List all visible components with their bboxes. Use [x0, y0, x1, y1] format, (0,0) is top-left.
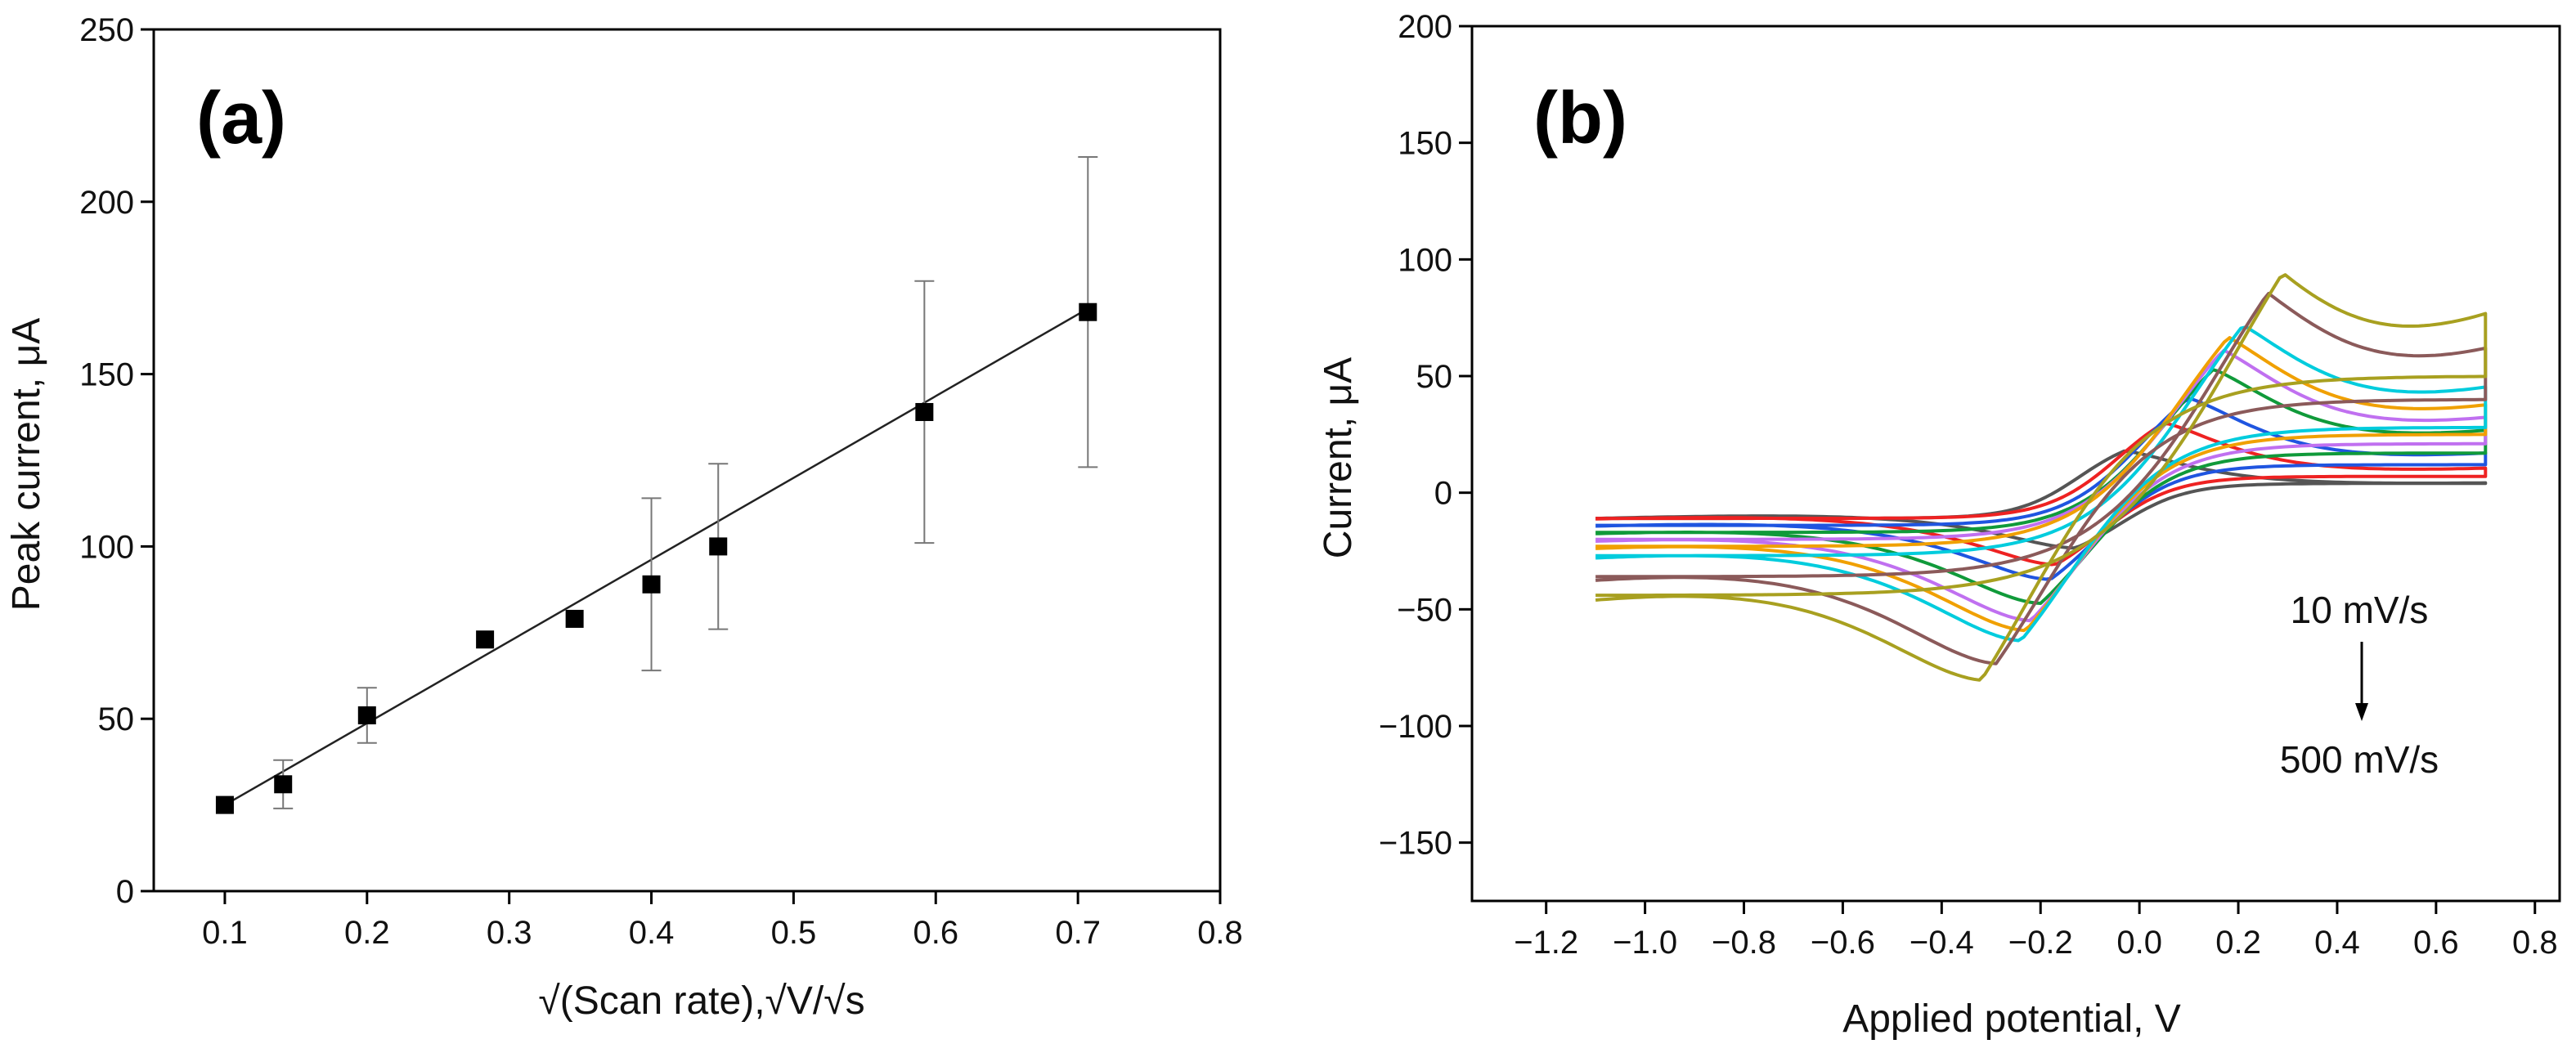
data-point — [1079, 302, 1097, 321]
panel-a-y-tick-label: 150 — [79, 357, 134, 393]
panel-b-y-tick-label: 50 — [1416, 359, 1453, 395]
panel-a-x-tick-label: 0.4 — [629, 915, 675, 951]
data-point — [642, 575, 661, 594]
scan-rate-start-label: 10 mV/s — [2291, 589, 2429, 631]
panel-b-x-tick-label: 0.2 — [2215, 925, 2261, 961]
data-point — [274, 775, 293, 794]
panel-a-x-tick-label: 0.7 — [1055, 915, 1101, 951]
panel-a-ylabel: Peak current, μA — [5, 318, 48, 611]
data-point — [476, 630, 495, 649]
panel-a-x-tick-label: 0.5 — [771, 915, 817, 951]
panel-a: (a) 0.1 0.2 0.3 0.4 0.5 0.6 0.7 0.8 0 50 100 150 200… — [5, 12, 1243, 1023]
panel-a-x-tick-label: 0.3 — [487, 915, 532, 951]
panel-b-x-tick-label: −1.0 — [1613, 925, 1677, 961]
data-point — [709, 537, 728, 556]
panel-b-x-tick-label: −0.6 — [1811, 925, 1875, 961]
scan-rate-arrowhead — [2355, 703, 2368, 721]
panel-b-y-tick-label: −150 — [1379, 826, 1452, 862]
panel-a-y-tick-label: 200 — [79, 185, 134, 221]
panel-b-y-tick-label: −50 — [1397, 592, 1452, 628]
cv-curve — [1595, 325, 2488, 643]
panel-a-y-tick-label: 100 — [79, 529, 134, 565]
panel-b-xlabel: Applied potential, V — [1842, 997, 2181, 1041]
panel-a-x-tick-label: 0.6 — [913, 915, 958, 951]
data-point — [215, 795, 234, 814]
panel-b-x-tick-label: −0.8 — [1712, 925, 1776, 961]
panel-a-x-tick-label: 0.1 — [202, 915, 248, 951]
panel-a-marks: 0.1 0.2 0.3 0.4 0.5 0.6 0.7 0.8 0 50 100 150 200 250 — [79, 12, 1243, 951]
scan-rate-end-label: 500 mV/s — [2280, 738, 2439, 781]
panel-b-x-tick-label: −1.2 — [1514, 925, 1578, 961]
panel-b-plot-frame — [1470, 25, 2561, 903]
panel-b-ylabel: Current, μA — [1317, 357, 1360, 558]
panel-b-y-tick-label: 100 — [1398, 242, 1452, 278]
panel-b-y-tick-label: 0 — [1434, 476, 1452, 512]
panel-b-label: (b) — [1533, 78, 1627, 159]
panel-a-x-tick-label: 0.8 — [1197, 915, 1243, 951]
panel-b-x-tick-label: 0.6 — [2413, 925, 2459, 961]
cv-curve — [1595, 273, 2488, 682]
panel-b: (b) −1.2 −1.0 −0.8 −0.6 −0.4 −0.2 0.0 0.2 0.4 0.6… — [1317, 9, 2561, 1041]
data-point — [915, 402, 934, 421]
panel-a-plot-frame — [152, 28, 1222, 893]
panel-b-y-tick-label: 150 — [1398, 126, 1452, 162]
panel-a-y-tick-label: 50 — [98, 701, 135, 737]
panel-b-marks: −1.2 −1.0 −0.8 −0.6 −0.4 −0.2 0.0 0.2 0.4 0.6 0.8 −… — [1379, 9, 2561, 961]
data-point — [357, 706, 376, 724]
panel-a-x-tick-label: 0.2 — [344, 915, 390, 951]
panel-b-x-tick-label: 0.4 — [2314, 925, 2360, 961]
panel-b-x-tick-label: −0.4 — [1910, 925, 1974, 961]
panel-b-y-tick-label: 200 — [1398, 9, 1452, 45]
panel-a-label: (a) — [196, 78, 286, 159]
panel-b-x-tick-label: 0.0 — [2116, 925, 2162, 961]
panel-b-x-tick-label: 0.8 — [2512, 925, 2558, 961]
cv-curve — [1595, 422, 2488, 567]
panel-a-y-tick-label: 250 — [79, 12, 134, 48]
data-point — [565, 609, 584, 628]
linear-fit-line — [224, 307, 1088, 806]
panel-b-x-tick-label: −0.2 — [2008, 925, 2073, 961]
panel-b-y-tick-label: −100 — [1379, 709, 1452, 745]
panel-a-xlabel: √(Scan rate),√V/√s — [538, 979, 864, 1023]
panel-a-y-tick-label: 0 — [116, 874, 134, 910]
